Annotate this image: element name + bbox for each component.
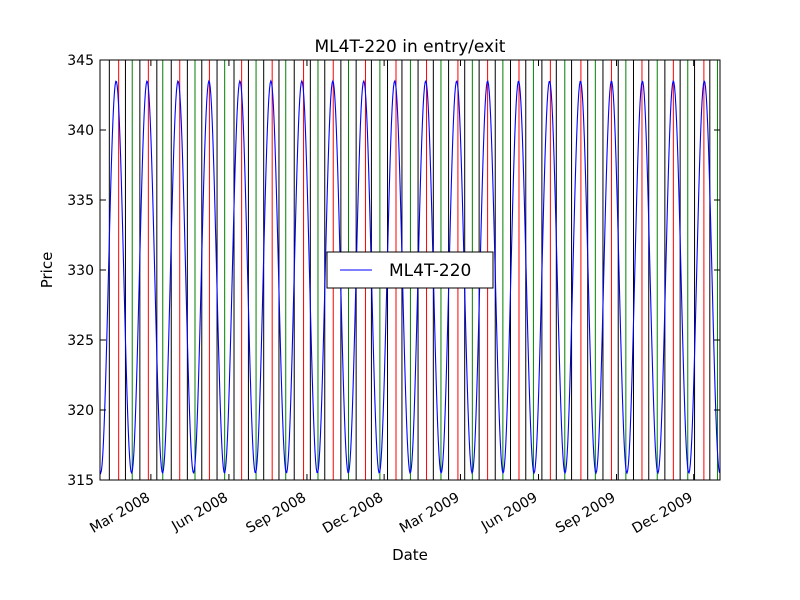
y-tick-label: 325 bbox=[67, 333, 94, 349]
series-layer bbox=[99, 79, 721, 475]
chart-title: ML4T-220 in entry/exit bbox=[315, 37, 506, 57]
y-tick-label: 330 bbox=[67, 263, 94, 279]
y-tick-label: 335 bbox=[67, 193, 94, 209]
legend: ML4T-220 bbox=[326, 251, 494, 289]
y-axis: 315 320 325 330 335 340 345 bbox=[67, 53, 720, 489]
y-tick-label: 315 bbox=[67, 473, 94, 489]
legend-box bbox=[326, 251, 494, 289]
y-tick-label: 320 bbox=[67, 403, 94, 419]
y-tick-label: 340 bbox=[67, 123, 94, 139]
y-tick-label: 345 bbox=[67, 53, 94, 69]
legend-label-ml4t-220: ML4T-220 bbox=[389, 261, 471, 281]
series-line-ml4t-220 bbox=[99, 79, 721, 475]
y-axis-title: Price bbox=[38, 252, 56, 289]
x-axis-title: Date bbox=[392, 546, 428, 564]
